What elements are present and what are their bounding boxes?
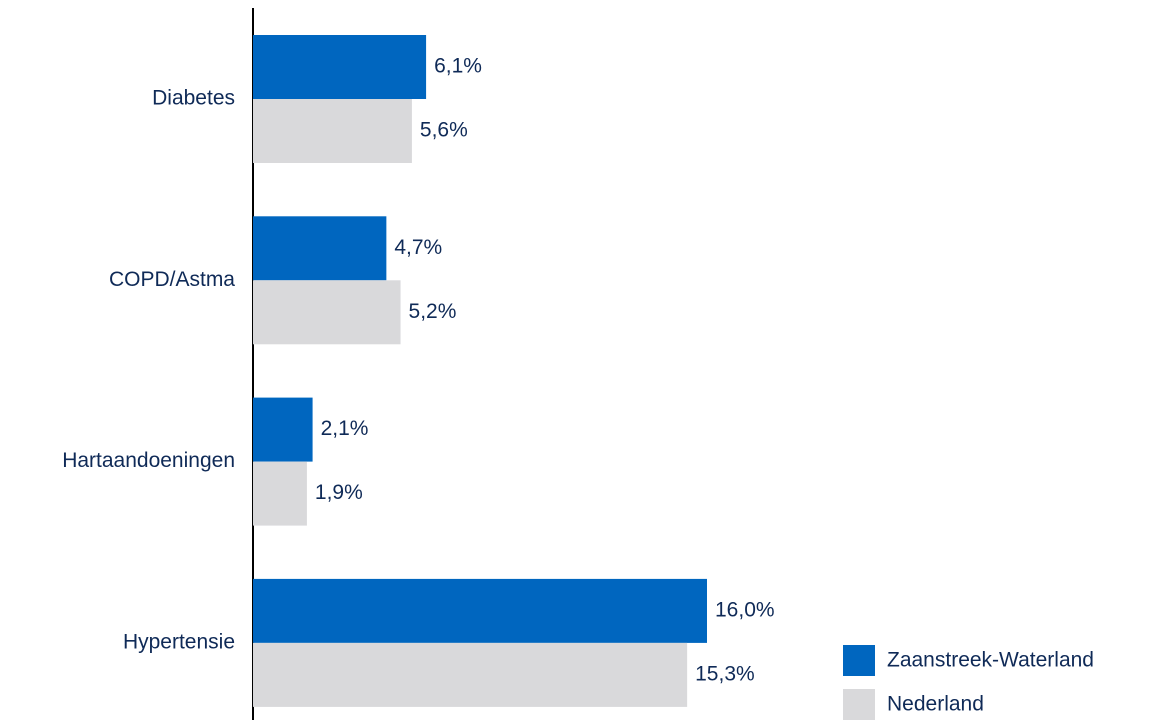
bar: [253, 280, 401, 345]
bar: [253, 461, 307, 526]
value-label: 2,1%: [321, 417, 369, 440]
bar: [253, 216, 387, 281]
value-label: 5,6%: [420, 119, 468, 142]
value-label: 5,2%: [409, 300, 457, 323]
value-label: 15,3%: [695, 662, 755, 685]
legend-label: Zaanstreek-Waterland: [887, 649, 1094, 672]
y-tick-label: Hypertensie: [123, 630, 235, 653]
bar: [253, 99, 412, 163]
y-tick-label: Diabetes: [152, 87, 235, 110]
bar: [253, 35, 427, 99]
value-label: 6,1%: [434, 55, 482, 78]
value-label: 16,0%: [715, 598, 775, 621]
y-tick-label: COPD/Astma: [109, 268, 235, 291]
legend-swatch: [843, 645, 875, 676]
y-tick-label: Hartaandoeningen: [62, 449, 235, 472]
bar: [253, 642, 688, 707]
legend-label: Nederland: [887, 693, 984, 716]
legend-swatch: [843, 689, 875, 720]
value-label: 1,9%: [315, 481, 363, 504]
bar: [253, 578, 707, 643]
value-label: 4,7%: [394, 236, 442, 259]
bar: [253, 397, 313, 462]
